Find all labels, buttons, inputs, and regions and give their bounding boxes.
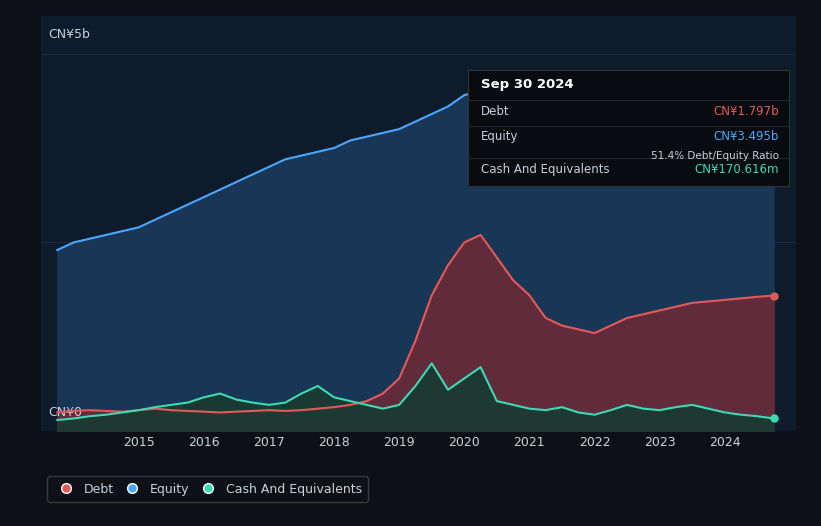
Text: 51.4% Debt/Equity Ratio: 51.4% Debt/Equity Ratio [651, 151, 779, 161]
Text: CN¥3.495b: CN¥3.495b [713, 130, 779, 143]
Text: CN¥170.616m: CN¥170.616m [695, 163, 779, 176]
Text: Cash And Equivalents: Cash And Equivalents [480, 163, 609, 176]
Text: Equity: Equity [480, 130, 518, 143]
Text: CN¥1.797b: CN¥1.797b [713, 105, 779, 118]
Legend: Debt, Equity, Cash And Equivalents: Debt, Equity, Cash And Equivalents [48, 477, 368, 502]
Text: CN¥5b: CN¥5b [48, 28, 90, 41]
Text: Debt: Debt [480, 105, 509, 118]
Text: Sep 30 2024: Sep 30 2024 [480, 78, 573, 91]
Text: CN¥0: CN¥0 [48, 406, 83, 419]
